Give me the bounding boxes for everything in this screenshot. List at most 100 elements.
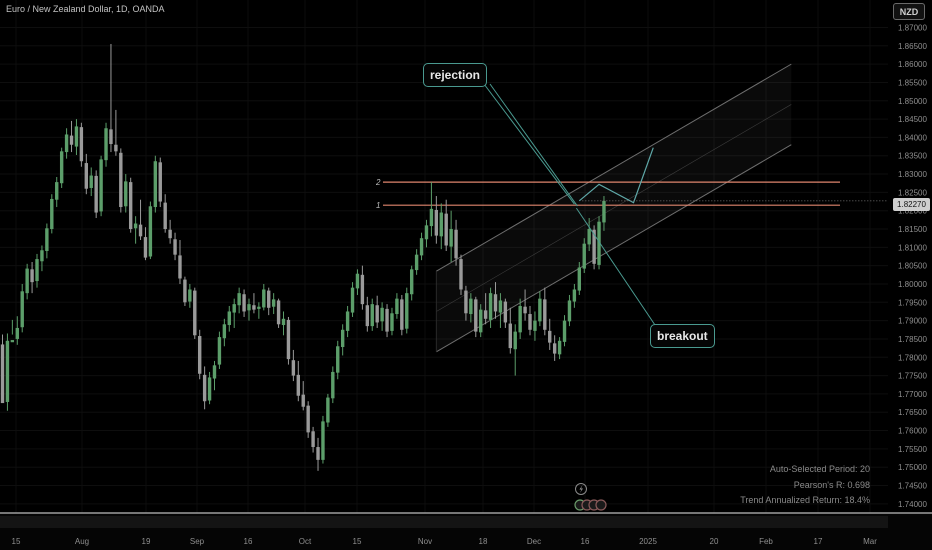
candle-body: [133, 223, 138, 229]
candle-body: [104, 128, 108, 161]
candle-body: [543, 299, 547, 330]
candle-body: [128, 182, 133, 230]
candle-body: [301, 394, 305, 407]
candle-body: [331, 371, 335, 399]
currency-selector[interactable]: NZD: [893, 3, 925, 20]
x-tick-label: Sep: [190, 537, 205, 546]
candle-body: [158, 162, 162, 202]
y-tick-label: 1.80000: [898, 280, 927, 289]
scroll-band: [0, 516, 888, 528]
candle-body: [79, 127, 84, 162]
candle-body: [114, 144, 118, 152]
candle-body: [94, 175, 98, 213]
x-tick-label: Dec: [527, 537, 541, 546]
channel-upper-line: [436, 63, 792, 272]
candle-body: [25, 268, 29, 294]
candle-body: [508, 323, 512, 349]
candle-body: [217, 337, 222, 365]
candle-body: [109, 129, 113, 145]
stats-trend: Trend Annualized Return: 18.4%: [740, 495, 870, 505]
x-tick-label: 19: [142, 537, 151, 546]
candle-body: [552, 343, 557, 354]
y-tick-label: 1.86000: [898, 60, 927, 69]
y-tick-label: 1.78500: [898, 335, 927, 344]
candle-body: [385, 308, 389, 332]
breakout-pointer: [575, 207, 656, 326]
candle-body: [548, 330, 552, 343]
candle-body: [286, 319, 291, 360]
y-tick-label: 1.78000: [898, 353, 927, 362]
candle-body: [20, 291, 24, 328]
candle-body: [84, 163, 89, 189]
y-tick-label: 1.81500: [898, 225, 927, 234]
candle-body: [45, 228, 49, 252]
y-tick-label: 1.82000: [898, 207, 927, 216]
candle-body: [183, 279, 187, 303]
y-tick-label: 1.86500: [898, 42, 927, 51]
candle-body: [173, 239, 177, 255]
candle-body: [5, 340, 10, 402]
candle-body: [153, 161, 158, 208]
y-tick-label: 1.79500: [898, 298, 927, 307]
candle-body: [267, 290, 271, 308]
x-tick-label: 18: [479, 537, 488, 546]
candle-body: [538, 298, 542, 322]
candle-body: [557, 340, 562, 355]
rejection-callout[interactable]: rejection: [423, 63, 488, 87]
candle-body: [459, 259, 463, 290]
candle-body: [198, 336, 202, 374]
candle-body: [55, 182, 59, 200]
candle-body: [498, 300, 503, 313]
candle-body: [50, 198, 54, 230]
candle-body: [414, 254, 419, 271]
candle-body: [35, 259, 39, 282]
candle-body: [124, 181, 128, 207]
y-tick-label: 1.85500: [898, 78, 927, 87]
flash-icon-glyph: [579, 485, 583, 493]
candle-body: [424, 225, 429, 240]
candle-body: [597, 221, 601, 265]
breakout-callout[interactable]: breakout: [650, 324, 715, 348]
y-tick-label: 1.75500: [898, 445, 927, 454]
candle-body: [419, 238, 424, 256]
candle-body: [232, 304, 236, 313]
candle-body: [212, 365, 217, 379]
candle-body: [291, 360, 296, 376]
candle-body: [602, 200, 606, 223]
candle-body: [479, 309, 483, 333]
y-tick-label: 1.83000: [898, 170, 927, 179]
x-tick-label: 15: [12, 537, 21, 546]
candle-body: [336, 346, 340, 373]
candle-body: [40, 250, 44, 262]
candle-body: [69, 135, 74, 145]
stats-period: Auto-Selected Period: 20: [769, 464, 870, 474]
candle-body: [15, 327, 19, 339]
x-tick-label: Nov: [418, 537, 432, 546]
x-tick-label: Aug: [75, 537, 89, 546]
rejection-pointer-b: [489, 83, 578, 207]
candle-body: [321, 421, 325, 460]
candle-body: [572, 289, 577, 302]
y-tick-label: 1.82500: [898, 188, 927, 197]
candle-body: [395, 298, 399, 315]
y-tick-label: 1.87000: [898, 23, 927, 32]
candle-body: [454, 229, 458, 259]
candle-body: [193, 290, 197, 336]
y-tick-label: 1.84000: [898, 133, 927, 142]
candle-body: [242, 294, 246, 312]
candle-body: [400, 299, 404, 330]
candle-body: [237, 293, 241, 306]
candle-body: [119, 152, 123, 208]
candle-body: [483, 310, 488, 319]
candle-body: [252, 305, 256, 310]
candle-body: [587, 229, 591, 245]
candle-body: [375, 305, 379, 323]
candle-body: [316, 447, 320, 460]
y-tick-label: 1.76500: [898, 408, 927, 417]
candle-body: [311, 431, 315, 448]
candle-body: [469, 298, 473, 315]
candle-body: [350, 287, 355, 313]
x-tick-label: Oct: [299, 537, 312, 546]
x-tick-label: Feb: [759, 537, 773, 546]
